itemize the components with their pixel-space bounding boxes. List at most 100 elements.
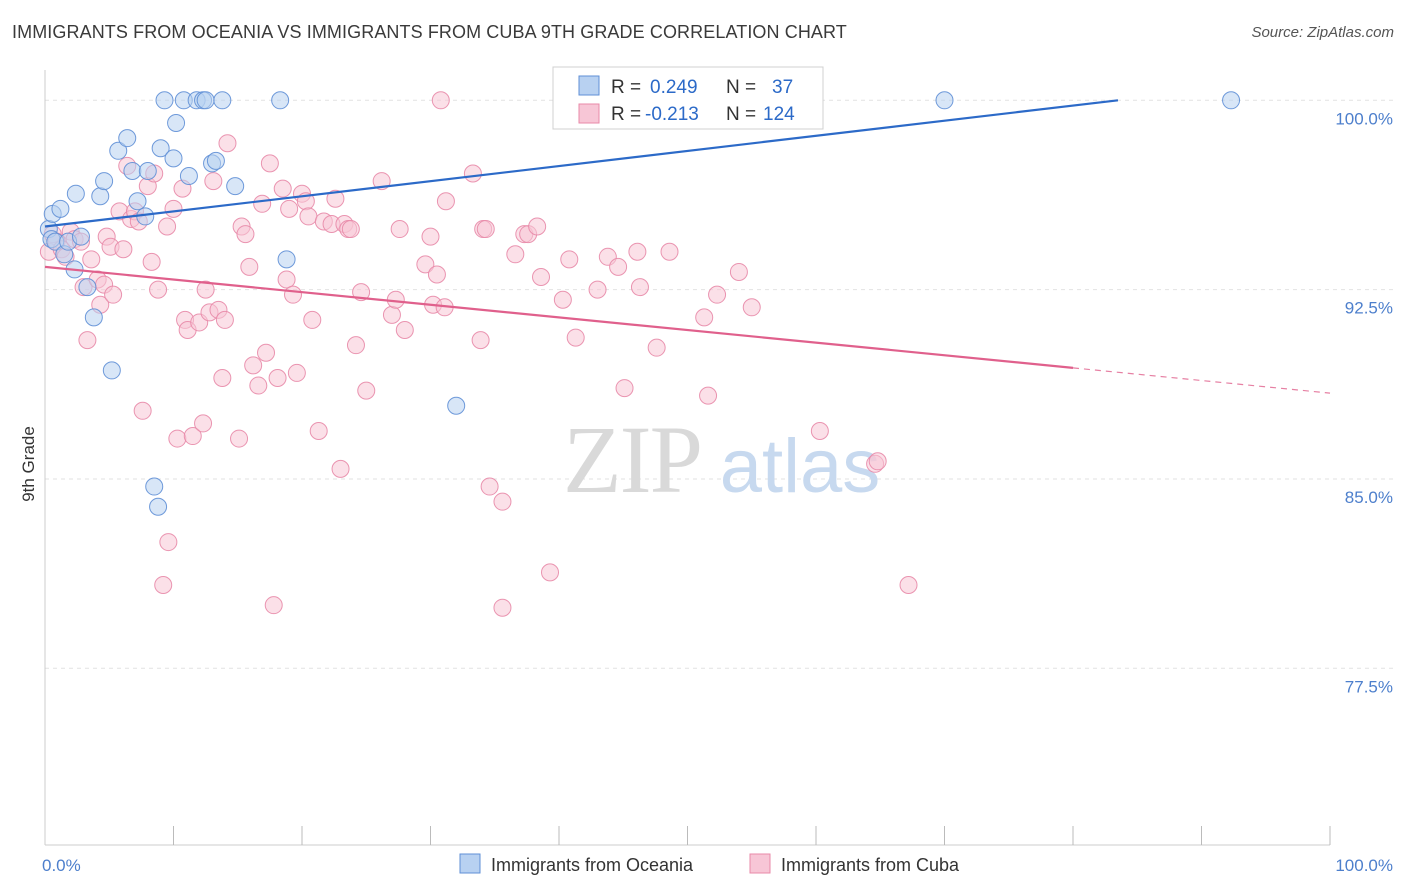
- stats-n-value-oceania: 37: [772, 77, 793, 98]
- stats-r-value-oceania: 0.249: [650, 77, 698, 98]
- cuba-point: [532, 268, 551, 287]
- cuba-point: [341, 220, 360, 239]
- cuba-point: [471, 331, 490, 350]
- cuba-point: [154, 575, 173, 594]
- oceania-point: [226, 177, 245, 196]
- cuba-point: [218, 134, 237, 153]
- oceania-point: [277, 250, 296, 269]
- cuba-point: [133, 401, 152, 420]
- cuba-point: [253, 194, 272, 213]
- cuba-point: [284, 285, 303, 304]
- cuba-point: [352, 283, 371, 302]
- legend-swatch-cuba: [749, 853, 771, 874]
- watermark-atlas: atlas: [720, 424, 881, 509]
- cuba-point: [213, 368, 232, 387]
- cuba-point: [159, 533, 178, 552]
- cuba-point: [264, 596, 283, 615]
- cuba-point: [204, 172, 223, 191]
- cuba-point: [506, 245, 525, 264]
- oceania-trend-line: [44, 99, 1119, 228]
- stats-n-label-cuba: N =: [726, 104, 756, 125]
- oceania-point: [91, 187, 110, 206]
- cuba-trend-extension: [1072, 367, 1331, 394]
- stats-n-value-cuba: 124: [763, 104, 795, 125]
- stats-r-label-cuba: R =: [611, 104, 641, 125]
- cuba-point: [382, 305, 401, 324]
- cuba-point: [82, 250, 101, 269]
- oceania-point: [66, 184, 85, 203]
- oceania-point: [206, 151, 225, 170]
- cuba-point: [899, 575, 918, 594]
- cuba-point: [244, 356, 263, 375]
- cuba-point: [183, 427, 202, 446]
- cuba-point: [630, 278, 649, 297]
- cuba-point: [416, 255, 435, 274]
- y-tick-label: 100.0%: [1335, 109, 1393, 128]
- cuba-point: [196, 280, 215, 299]
- trend-lines: [44, 99, 1331, 394]
- watermark-zip: ZIP: [563, 406, 701, 513]
- cuba-point: [346, 336, 365, 355]
- cuba-point: [277, 270, 296, 289]
- cuba-point: [708, 285, 727, 304]
- cuba-point: [357, 381, 376, 400]
- cuba-point: [215, 310, 234, 329]
- cuba-point: [588, 280, 607, 299]
- cuba-point: [553, 290, 572, 309]
- oceania-point: [149, 497, 168, 516]
- oceania-point: [196, 91, 215, 110]
- cuba-point: [236, 225, 255, 244]
- oceania-point: [123, 161, 142, 180]
- y-tick-label: 85.0%: [1345, 488, 1393, 507]
- cuba-point: [493, 598, 512, 617]
- cuba-point: [326, 189, 345, 208]
- oceania-point: [179, 167, 198, 186]
- data-points: [39, 91, 1241, 617]
- cuba-trend-line: [44, 265, 1074, 369]
- oceania-point: [109, 141, 128, 160]
- cuba-point: [287, 363, 306, 382]
- y-axis-label: 9th Grade: [19, 426, 38, 502]
- y-tick-label: 92.5%: [1345, 299, 1393, 318]
- cuba-point: [541, 563, 560, 582]
- oceania-point: [155, 91, 174, 110]
- oceania-point: [138, 161, 157, 180]
- chart-source: Source: ZipAtlas.com: [1251, 24, 1394, 41]
- cuba-point: [331, 459, 350, 478]
- cuba-point: [249, 376, 268, 395]
- legend-label-oceania: Immigrants from Oceania: [491, 855, 694, 875]
- oceania-point: [1222, 91, 1241, 110]
- cuba-point: [647, 338, 666, 357]
- stats-legend-swatch-oceania: [578, 75, 600, 96]
- cuba-point: [528, 217, 547, 236]
- cuba-point: [158, 217, 177, 236]
- bottom-legend: Immigrants from Oceania Immigrants from …: [459, 853, 960, 875]
- cuba-point: [560, 250, 579, 269]
- tick-labels: 100.0% 92.5% 85.0% 77.5% 0.0% 100.0%: [42, 109, 1393, 875]
- cuba-point: [609, 257, 628, 276]
- oceania-point: [51, 199, 70, 218]
- oceania-point: [151, 139, 170, 158]
- legend-swatch-oceania: [459, 853, 481, 874]
- cuba-point: [104, 285, 123, 304]
- cuba-point: [436, 192, 455, 211]
- oceania-point: [128, 192, 147, 211]
- oceania-point: [102, 361, 121, 380]
- cuba-point: [260, 154, 279, 173]
- cuba-point: [566, 328, 585, 347]
- stats-legend: R = 0.249 N = 37 R = -0.213 N = 124: [552, 66, 824, 130]
- oceania-point: [84, 308, 103, 327]
- cuba-point: [280, 199, 299, 218]
- cuba-point: [303, 310, 322, 329]
- cuba-point: [240, 257, 259, 276]
- watermark: ZIP atlas: [563, 406, 880, 513]
- cuba-point: [390, 220, 409, 239]
- cuba-point: [810, 421, 829, 440]
- cuba-point: [299, 207, 318, 226]
- stats-legend-swatch-cuba: [578, 103, 600, 124]
- oceania-point: [271, 91, 290, 110]
- cuba-point: [273, 179, 292, 198]
- x-tick-label: 100.0%: [1335, 856, 1393, 875]
- cuba-point: [742, 298, 761, 317]
